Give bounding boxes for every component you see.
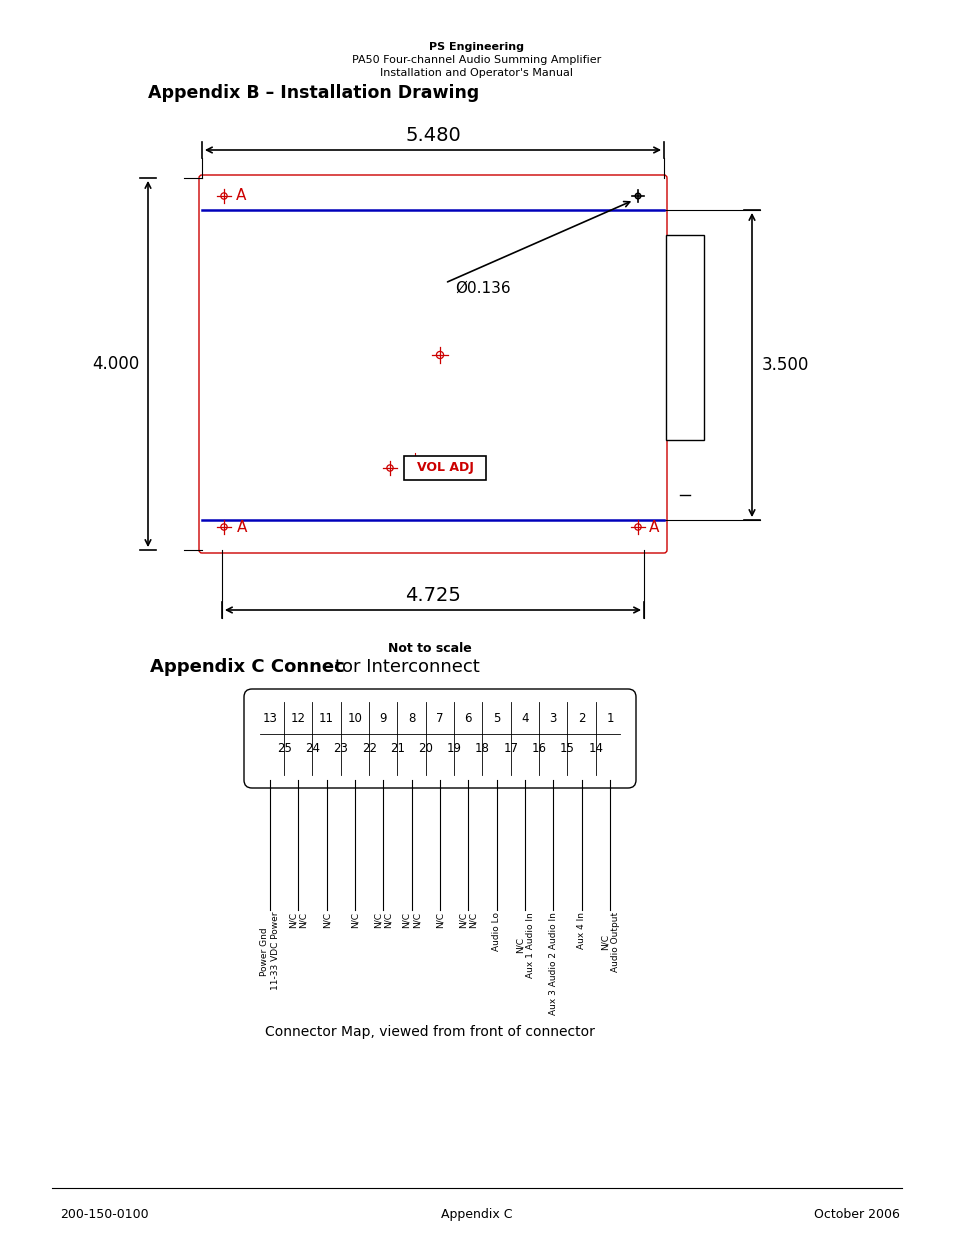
Text: tor Interconnect: tor Interconnect bbox=[335, 658, 479, 676]
Text: 19: 19 bbox=[446, 742, 461, 756]
Text: Ø0.136: Ø0.136 bbox=[455, 280, 510, 295]
Text: Installation and Operator's Manual: Installation and Operator's Manual bbox=[380, 68, 573, 78]
Text: 9: 9 bbox=[379, 713, 387, 725]
Text: 14: 14 bbox=[588, 742, 602, 756]
Text: N/C
Aux 1 Audio In: N/C Aux 1 Audio In bbox=[515, 911, 534, 978]
Text: Power Gnd
11-33 VDC Power: Power Gnd 11-33 VDC Power bbox=[260, 911, 279, 990]
Text: Appendix B – Installation Drawing: Appendix B – Installation Drawing bbox=[148, 84, 478, 103]
Text: Aux 3 Audio 2 Audio In: Aux 3 Audio 2 Audio In bbox=[548, 911, 558, 1015]
Text: 18: 18 bbox=[475, 742, 490, 756]
Text: Aux 4 In: Aux 4 In bbox=[577, 911, 585, 948]
Text: A: A bbox=[648, 520, 659, 535]
Text: Connector Map, viewed from front of connector: Connector Map, viewed from front of conn… bbox=[265, 1025, 595, 1039]
Text: 5: 5 bbox=[493, 713, 499, 725]
Text: Appendix C Connec: Appendix C Connec bbox=[150, 658, 344, 676]
Text: N/C: N/C bbox=[322, 911, 331, 927]
Text: N/C: N/C bbox=[350, 911, 359, 927]
Text: PA50 Four-channel Audio Summing Amplifier: PA50 Four-channel Audio Summing Amplifie… bbox=[352, 56, 601, 65]
Bar bbox=[665, 235, 703, 440]
Text: 22: 22 bbox=[361, 742, 376, 756]
Text: 1: 1 bbox=[605, 713, 613, 725]
Text: 2: 2 bbox=[578, 713, 585, 725]
Text: 5.480: 5.480 bbox=[405, 126, 460, 144]
Text: 21: 21 bbox=[390, 742, 405, 756]
Text: 200-150-0100: 200-150-0100 bbox=[60, 1208, 149, 1221]
Text: 6: 6 bbox=[464, 713, 472, 725]
Text: A: A bbox=[236, 520, 247, 535]
Text: 11: 11 bbox=[319, 713, 334, 725]
Text: 4.000: 4.000 bbox=[92, 354, 140, 373]
Text: N/C
N/C: N/C N/C bbox=[401, 911, 421, 927]
Text: N/C
N/C: N/C N/C bbox=[458, 911, 477, 927]
Text: 4.725: 4.725 bbox=[405, 585, 460, 605]
Text: Audio Lo: Audio Lo bbox=[492, 911, 500, 951]
FancyBboxPatch shape bbox=[244, 689, 636, 788]
Text: A: A bbox=[235, 189, 246, 204]
Text: 10: 10 bbox=[347, 713, 362, 725]
Text: VOL ADJ: VOL ADJ bbox=[416, 462, 473, 474]
Text: 7: 7 bbox=[436, 713, 443, 725]
Text: 4: 4 bbox=[520, 713, 528, 725]
Text: 16: 16 bbox=[531, 742, 546, 756]
Text: 20: 20 bbox=[418, 742, 433, 756]
Text: N/C
Audio Output: N/C Audio Output bbox=[599, 911, 619, 972]
Bar bbox=[403, 456, 485, 480]
Text: N/C
N/C: N/C N/C bbox=[289, 911, 308, 927]
Text: N/C: N/C bbox=[435, 911, 444, 927]
Text: 17: 17 bbox=[503, 742, 517, 756]
Text: Appendix C: Appendix C bbox=[441, 1208, 512, 1221]
Text: 12: 12 bbox=[291, 713, 306, 725]
Text: 8: 8 bbox=[408, 713, 415, 725]
Text: 25: 25 bbox=[276, 742, 292, 756]
Text: 23: 23 bbox=[333, 742, 348, 756]
Text: 13: 13 bbox=[262, 713, 277, 725]
Text: 3.500: 3.500 bbox=[761, 356, 808, 374]
Text: 15: 15 bbox=[559, 742, 575, 756]
Text: 24: 24 bbox=[305, 742, 319, 756]
Text: PS Engineering: PS Engineering bbox=[429, 42, 524, 52]
Text: N/C
N/C: N/C N/C bbox=[374, 911, 393, 927]
Text: October 2006: October 2006 bbox=[813, 1208, 899, 1221]
Text: 3: 3 bbox=[549, 713, 557, 725]
Text: Not to scale: Not to scale bbox=[388, 642, 472, 655]
